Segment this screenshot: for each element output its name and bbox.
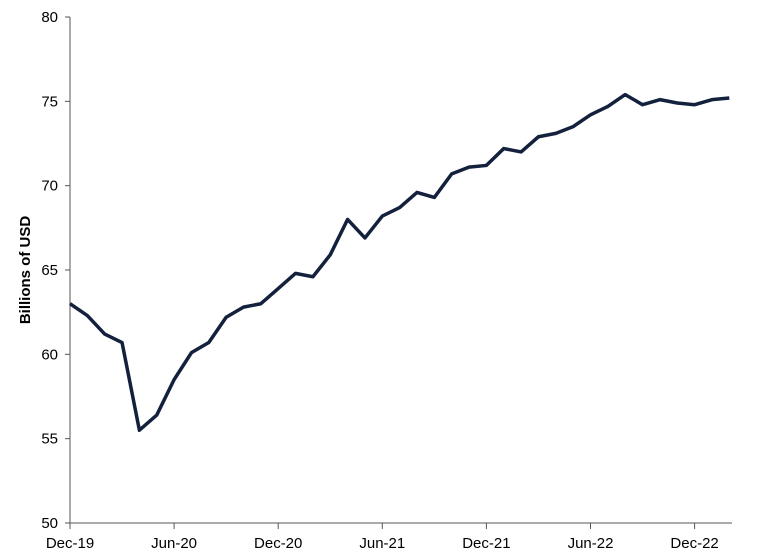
- series-line: [69, 92, 730, 432]
- y-tick-label: 80: [41, 9, 58, 26]
- y-tick-label: 60: [41, 346, 58, 363]
- x-tick-label: Dec-20: [254, 535, 302, 552]
- x-tick-label: Dec-19: [46, 535, 94, 552]
- y-tick-label: 65: [41, 262, 58, 279]
- y-tick-label: 75: [41, 93, 58, 110]
- x-tick-label: Dec-21: [462, 535, 510, 552]
- x-tick-label: Jun-22: [568, 535, 614, 552]
- y-tick-label: 70: [41, 178, 58, 195]
- y-tick-label: 55: [41, 431, 58, 448]
- x-tick-label: Dec-22: [670, 535, 718, 552]
- series-layer: [69, 92, 730, 432]
- x-tick-label: Jun-20: [151, 535, 197, 552]
- y-axis-title: Billions of USD: [17, 216, 34, 325]
- x-tick-label: Jun-21: [359, 535, 405, 552]
- x-axis-ticks: Dec-19 Jun-20 Dec-20 Jun-21 Dec-21 Jun-22 Dec-…: [46, 523, 719, 552]
- y-axis-ticks: 50 55 60 65 70 75 80: [41, 9, 70, 532]
- y-tick-label: 50: [41, 515, 58, 532]
